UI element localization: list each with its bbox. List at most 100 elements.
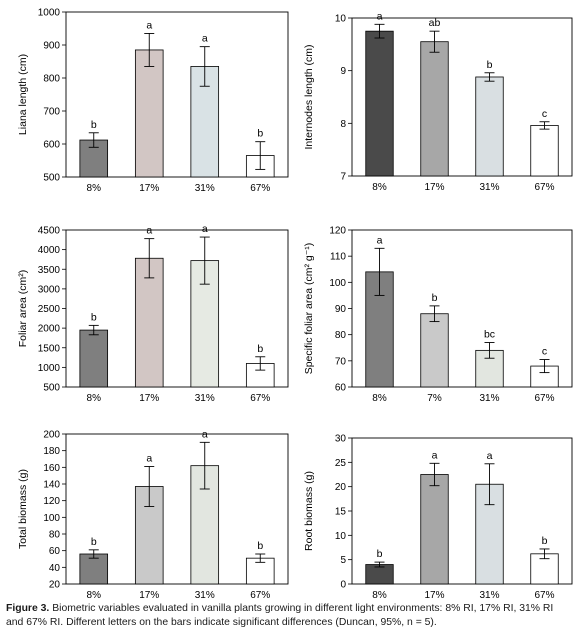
y-tick-label: 20 [49, 580, 61, 591]
y-axis-label: Total biomass (g) [17, 469, 29, 549]
x-tick-label: 17% [424, 182, 444, 193]
x-tick-label: 31% [479, 590, 499, 600]
chart-panel-2: 7 8 9 10 Internodes length (cm) a 8% ab 17% b 31% c… [303, 10, 573, 193]
significance-letter: a [377, 234, 383, 246]
y-tick-label: 120 [43, 496, 60, 507]
y-tick-label: 500 [43, 173, 60, 184]
x-tick-label: 31% [195, 183, 215, 194]
significance-letter: b [377, 548, 383, 560]
significance-letter: a [202, 33, 208, 45]
bar [420, 41, 449, 177]
y-tick-label: 100 [43, 513, 60, 524]
y-tick-label: 600 [43, 140, 60, 151]
significance-letter: a [146, 453, 152, 465]
y-tick-label: 7 [340, 172, 346, 183]
y-tick-label: 25 [335, 458, 347, 469]
chart-panel-5: 20 40 60 80 100 120 140 160 180 200 Total biomass … [17, 428, 289, 600]
x-tick-label: 67% [534, 393, 554, 404]
y-tick-label: 10 [335, 14, 347, 25]
y-tick-label: 60 [335, 383, 347, 394]
x-tick-label: 67% [534, 182, 554, 193]
y-tick-label: 8 [340, 119, 346, 130]
chart-panel-4: 60 70 80 90 100 110 120 Specific foliar area (c… [303, 226, 573, 404]
caption-label: Figure 3. [6, 603, 50, 614]
y-tick-label: 90 [335, 304, 347, 315]
significance-letter: b [432, 292, 438, 304]
y-axis-label: Internodes length (cm) [303, 44, 315, 149]
significance-letter: b [542, 535, 548, 547]
x-tick-label: 7% [427, 393, 442, 404]
significance-letter: b [257, 540, 263, 552]
significance-letter: a [377, 10, 383, 22]
y-tick-label: 60 [49, 546, 61, 557]
y-tick-label: 9 [340, 66, 346, 77]
y-tick-label: 800 [43, 74, 60, 85]
bar [134, 49, 164, 178]
y-tick-label: 4500 [38, 226, 61, 237]
chart-panel-1: 500 600 700 800 900 1000 Liana length (cm) b 8% a… [17, 8, 289, 194]
significance-letter: a [146, 225, 152, 237]
x-tick-label: 17% [139, 590, 159, 600]
significance-letter: a [146, 19, 152, 31]
bar [365, 564, 394, 585]
y-tick-label: 100 [329, 278, 346, 289]
y-tick-label: 10 [335, 531, 347, 542]
y-tick-label: 900 [43, 41, 60, 52]
significance-letter: a [202, 428, 208, 440]
x-tick-label: 31% [195, 590, 215, 600]
y-tick-label: 700 [43, 107, 60, 118]
y-tick-label: 2000 [38, 324, 61, 335]
bar [365, 30, 394, 177]
significance-letter: ab [429, 17, 441, 29]
y-tick-label: 0 [340, 580, 346, 591]
y-tick-label: 140 [43, 480, 60, 491]
y-tick-label: 40 [49, 563, 61, 574]
significance-letter: b [257, 343, 263, 355]
x-tick-label: 31% [195, 393, 215, 404]
y-tick-label: 1000 [38, 8, 61, 19]
x-tick-label: 17% [139, 183, 159, 194]
y-tick-label: 15 [335, 507, 347, 518]
x-tick-label: 8% [87, 590, 102, 600]
x-tick-label: 8% [372, 182, 387, 193]
y-tick-label: 4000 [38, 245, 61, 256]
chart-panel-6: 0 5 10 15 20 25 30 Root biomass (g) b 8% a 17% a 31% b… [303, 434, 573, 600]
x-tick-label: 67% [250, 183, 270, 194]
plot-frame [65, 11, 289, 178]
significance-letter: c [542, 346, 547, 358]
bar [420, 313, 449, 388]
y-tick-label: 160 [43, 463, 60, 474]
significance-letter: a [432, 449, 438, 461]
bar [475, 76, 504, 177]
plot-frame [65, 433, 289, 585]
y-tick-label: 20 [335, 482, 347, 493]
significance-letter: a [487, 450, 493, 462]
y-tick-label: 80 [335, 330, 347, 341]
x-tick-label: 17% [139, 393, 159, 404]
y-axis-label: Liana length (cm) [17, 54, 29, 135]
y-axis-label: Specific foliar area (cm² g⁻¹) [303, 243, 315, 375]
y-tick-label: 180 [43, 446, 60, 457]
significance-letter: b [487, 59, 493, 71]
x-tick-label: 67% [250, 590, 270, 600]
significance-letter: a [202, 223, 208, 235]
y-axis-label: Root biomass (g) [303, 471, 315, 551]
bar [420, 474, 449, 585]
y-tick-label: 500 [43, 383, 60, 394]
significance-letter: b [91, 311, 97, 323]
bar [79, 329, 109, 388]
chart-panel-3: 500 1000 1500 2000 2500 3000 3500 4000 4500 Folia… [17, 223, 289, 404]
y-tick-label: 30 [335, 434, 347, 445]
y-tick-label: 3000 [38, 284, 61, 295]
significance-letter: b [257, 128, 263, 140]
y-tick-label: 80 [49, 530, 61, 541]
y-tick-label: 70 [335, 356, 347, 367]
x-tick-label: 8% [372, 590, 387, 600]
x-tick-label: 8% [87, 183, 102, 194]
x-tick-label: 67% [250, 393, 270, 404]
y-tick-label: 1000 [38, 363, 61, 374]
x-tick-label: 8% [372, 393, 387, 404]
x-tick-label: 67% [534, 590, 554, 600]
significance-letter: bc [484, 329, 495, 341]
